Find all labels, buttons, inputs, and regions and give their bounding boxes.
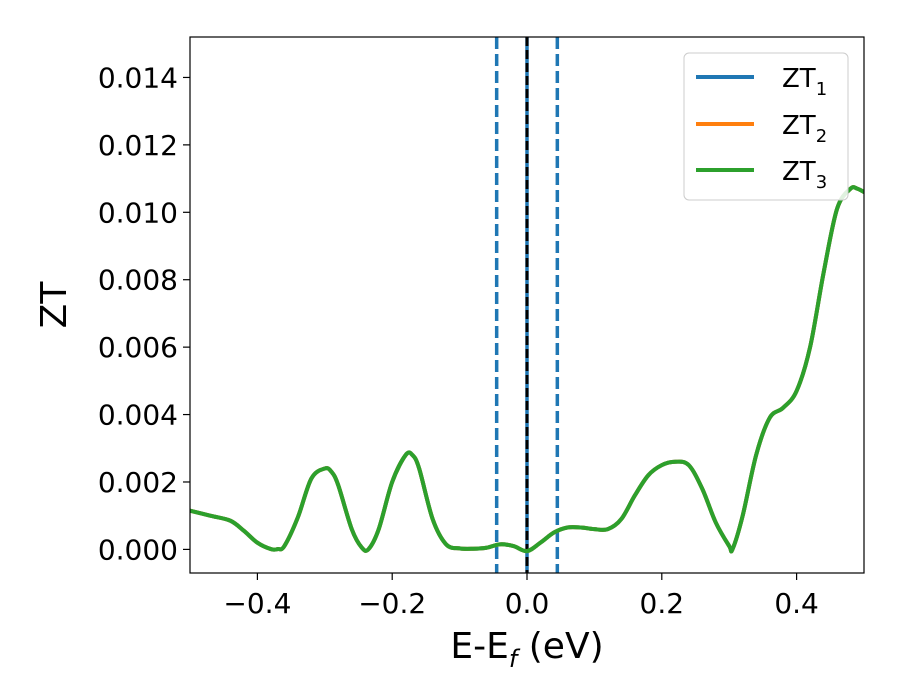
series-line-zt3	[190, 185, 864, 554]
series-lines	[190, 185, 864, 554]
legend-label-zt3-sub: 3	[816, 172, 827, 193]
legend-entry-zt1: ZT1	[696, 64, 827, 100]
y-tick-label: 0.014	[98, 61, 178, 94]
y-axis-title: ZT	[34, 281, 75, 329]
legend-label-zt2: ZT2	[782, 111, 827, 147]
legend-entry-zt3: ZT3	[696, 157, 827, 193]
y-tick-label: 0.004	[98, 399, 178, 432]
x-axis-title: E-Ef (eV)	[450, 626, 603, 673]
legend-entry-zt2: ZT2	[696, 111, 827, 147]
legend-label-zt1: ZT1	[782, 64, 827, 100]
y-axis-ticks: 0.000 0.002 0.004 0.006 0.008 0.010 0.012 0.014	[98, 61, 190, 566]
y-tick-label: 0.008	[98, 264, 178, 297]
x-tick-label: −0.4	[223, 587, 291, 620]
x-tick-label: 0.4	[774, 587, 819, 620]
y-tick-label: 0.012	[98, 129, 178, 162]
x-axis-title-main: E-E	[450, 626, 508, 667]
legend: ZT1 ZT2 ZT3	[683, 52, 849, 201]
y-tick-label: 0.000	[98, 533, 178, 566]
legend-label-zt2-sub: 2	[816, 126, 827, 147]
x-axis-ticks: −0.4 −0.2 0.0 0.2 0.4	[223, 573, 819, 620]
y-tick-label: 0.006	[98, 331, 178, 364]
x-tick-label: 0.0	[505, 587, 550, 620]
legend-label-zt3: ZT3	[782, 157, 827, 193]
legend-box	[683, 52, 849, 201]
vertical-reference-lines	[494, 37, 560, 573]
y-tick-label: 0.010	[98, 196, 178, 229]
x-tick-label: −0.2	[358, 587, 426, 620]
legend-label-zt1-sub: 1	[816, 79, 827, 100]
legend-label-zt3-main: ZT	[782, 157, 816, 187]
plot-area	[189, 36, 865, 574]
x-tick-label: 0.2	[640, 587, 685, 620]
y-tick-label: 0.002	[98, 466, 178, 499]
legend-label-zt1-main: ZT	[782, 64, 816, 94]
legend-label-zt2-main: ZT	[782, 111, 816, 141]
x-axis-title-suffix: (eV)	[517, 626, 603, 667]
